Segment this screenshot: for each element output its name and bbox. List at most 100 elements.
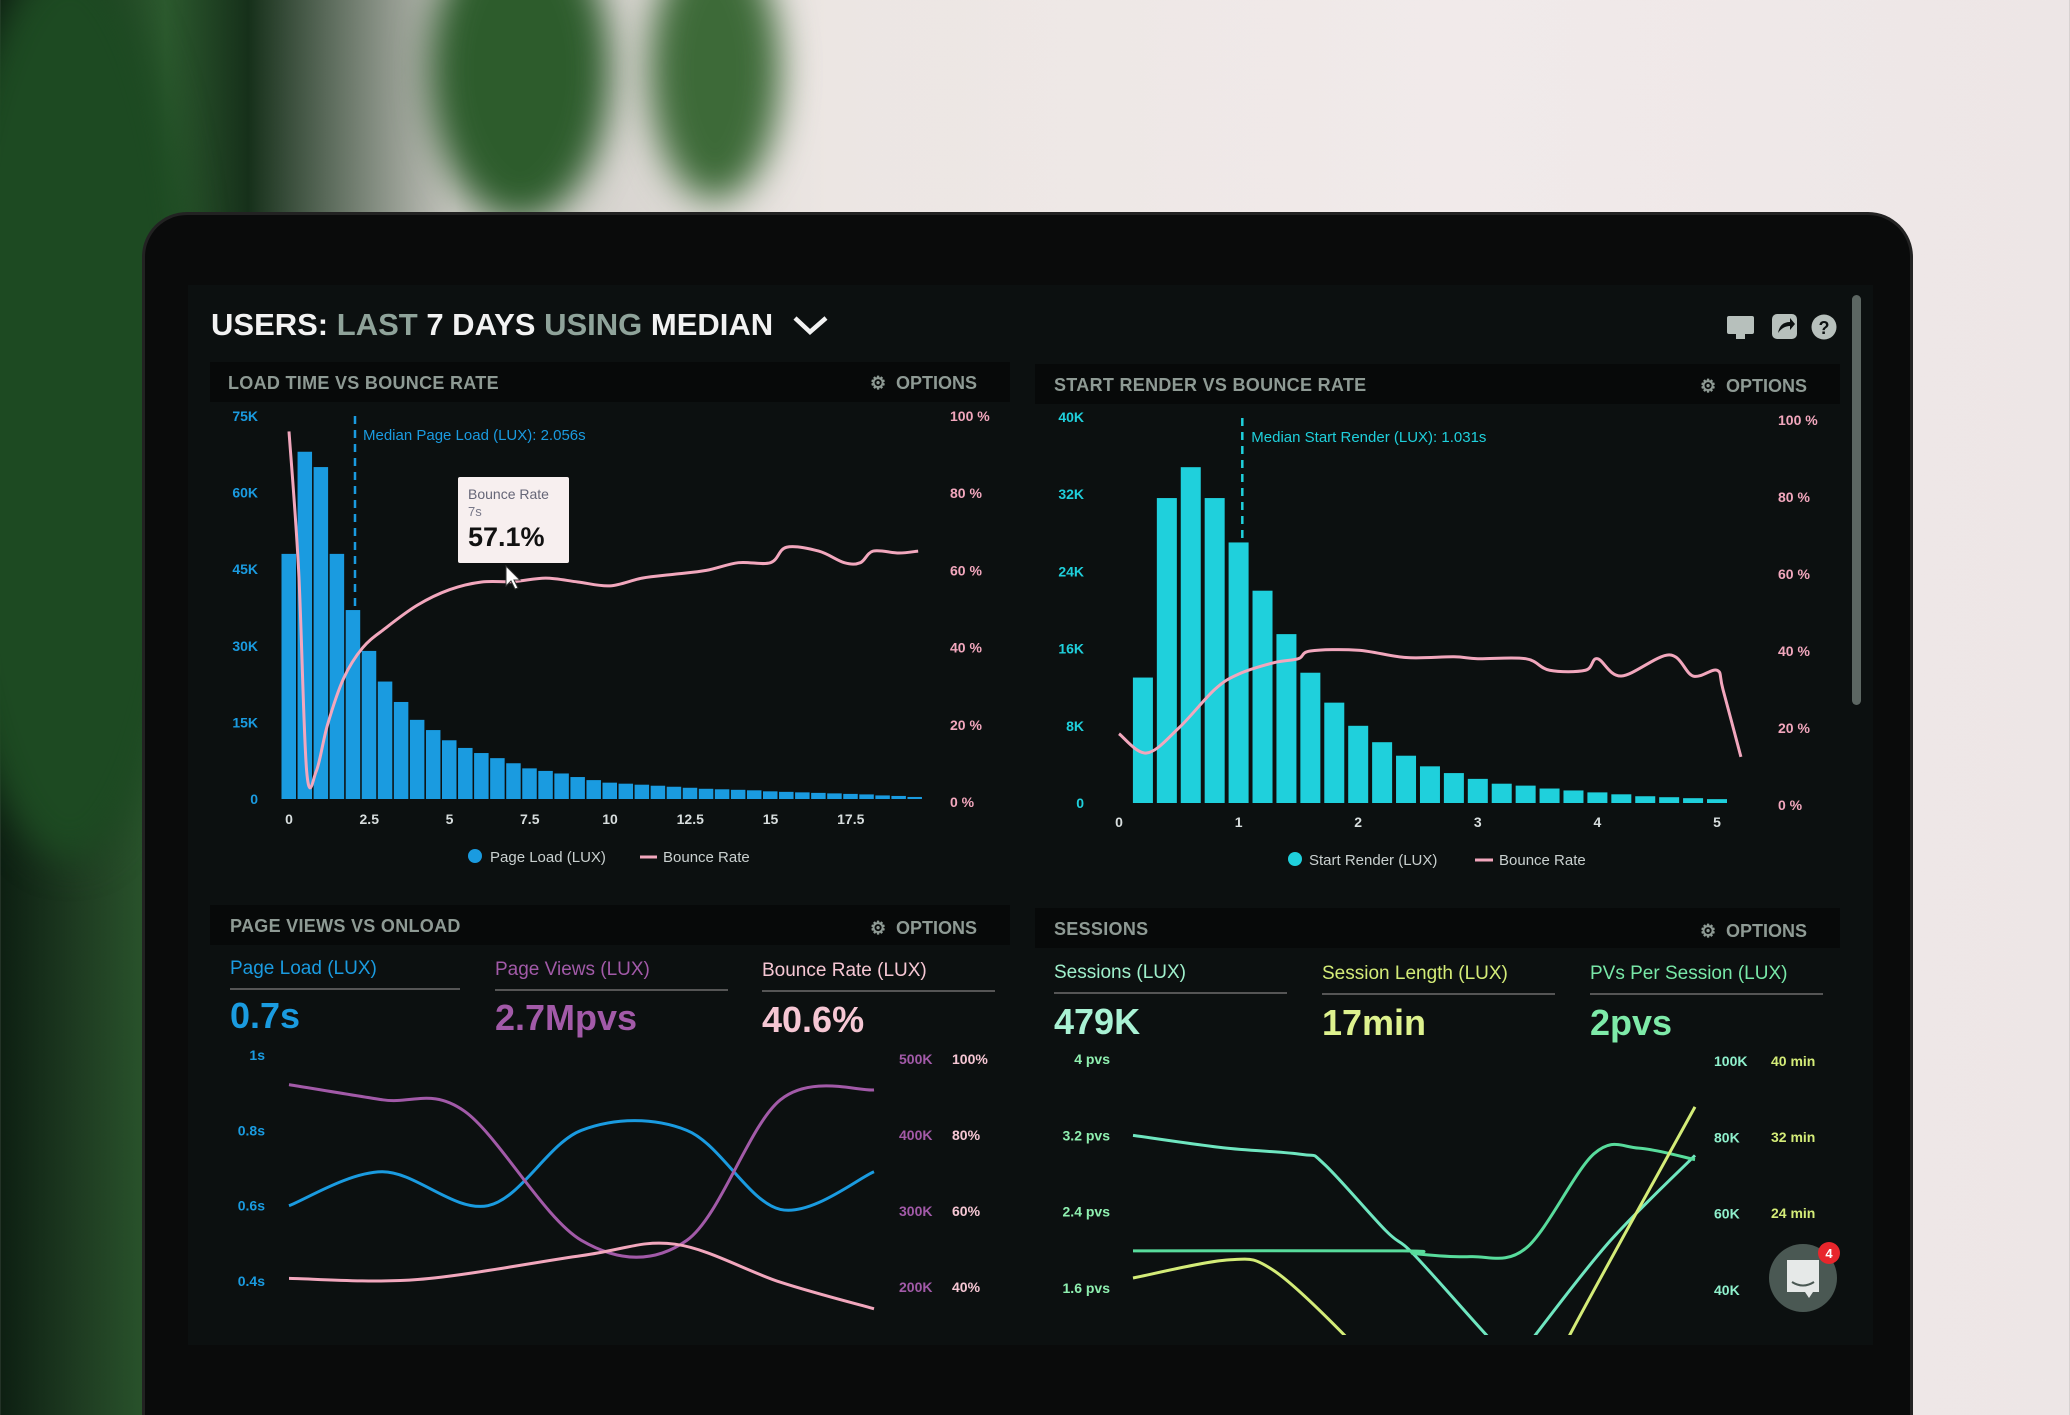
x-axis-tick-label: 0: [1115, 814, 1123, 830]
y2-axis-tick-label: 60 %: [950, 562, 982, 578]
stat-pvs-per-session: PVs Per Session (LUX) 2pvs: [1590, 963, 1823, 1043]
svg-text:Bounce Rate: Bounce Rate: [468, 486, 549, 502]
chat-widget-button[interactable]: 4: [1769, 1242, 1840, 1312]
series-line: [288, 1241, 875, 1311]
options-button[interactable]: ⚙ OPTIONS: [1700, 921, 1807, 941]
histogram-bar: [1419, 766, 1440, 803]
svg-text:2.7Mpvs: 2.7Mpvs: [495, 997, 637, 1038]
stat-sessions: Sessions (LUX) 479K: [1054, 962, 1287, 1042]
y2-axis-tick-label: 40 %: [950, 640, 982, 656]
help-icon[interactable]: ?: [1811, 314, 1837, 340]
histogram-bar: [811, 792, 826, 799]
y3-axis-tick-label: 32 min: [1771, 1129, 1815, 1145]
y-axis-tick-label: 0: [250, 791, 258, 807]
y3-axis-tick-label: 60%: [952, 1203, 981, 1219]
histogram-bar: [393, 701, 409, 799]
panel-header-sessions: SESSIONS ⚙ OPTIONS: [1035, 908, 1840, 948]
x-axis-tick-label: 5: [1713, 814, 1721, 830]
share-icon[interactable]: [1772, 314, 1797, 339]
y3-axis-tick-label: 24 min: [1771, 1205, 1815, 1221]
dashboard: USERS: LAST 7 DAYS USING MEDIAN ? LOAD T…: [210, 295, 1861, 1335]
gear-icon: ⚙: [870, 918, 886, 938]
options-button[interactable]: ⚙ OPTIONS: [1700, 376, 1807, 396]
histogram-bar: [875, 795, 890, 799]
y2-axis-tick-label: 80K: [1714, 1129, 1740, 1145]
histogram-bar: [1515, 785, 1536, 803]
y-axis-tick-label: 45K: [232, 561, 258, 577]
y2-axis-tick-label: 100K: [1714, 1053, 1747, 1069]
y2-axis-tick-label: 60K: [1714, 1206, 1740, 1222]
bounce-rate-line: [1118, 648, 1743, 758]
histogram-bar: [1491, 783, 1512, 803]
y2-axis-tick-label: 200K: [899, 1279, 932, 1295]
y2-axis-tick-label: 60 %: [1778, 566, 1810, 582]
scrollbar-thumb[interactable]: [1852, 295, 1861, 705]
svg-text:Bounce Rate (LUX): Bounce Rate (LUX): [762, 960, 927, 981]
bounce-rate-line: [287, 431, 919, 790]
histogram-bar: [1587, 792, 1608, 803]
y2-axis-tick-label: 100 %: [950, 408, 990, 424]
histogram-bar: [361, 650, 377, 799]
x-axis-tick-label: 0: [285, 811, 293, 827]
histogram-bar: [714, 789, 730, 799]
svg-text:START RENDER VS BOUNCE RATE: START RENDER VS BOUNCE RATE: [1054, 375, 1366, 395]
y-axis-tick-label: 1s: [249, 1047, 265, 1063]
y-axis-tick-label: 1.6 pvs: [1063, 1280, 1111, 1296]
histogram-bar: [1467, 778, 1488, 803]
svg-text:40.6%: 40.6%: [762, 999, 864, 1040]
y-axis-tick-label: 32K: [1058, 486, 1084, 502]
histogram-bar: [891, 795, 906, 799]
y-axis-tick-label: 0.6s: [238, 1198, 265, 1214]
histogram-bar: [1156, 498, 1177, 803]
y2-axis-tick-label: 20 %: [1778, 720, 1810, 736]
svg-text:Sessions (LUX): Sessions (LUX): [1054, 962, 1186, 983]
histogram-bar: [698, 788, 714, 799]
x-axis-tick-label: 2.5: [360, 811, 380, 827]
histogram-bar: [618, 783, 634, 799]
options-button[interactable]: ⚙ OPTIONS: [870, 918, 977, 938]
y2-axis-tick-label: 80 %: [950, 485, 982, 501]
histogram-bar: [602, 782, 617, 799]
y-axis-tick-label: 8K: [1066, 718, 1084, 734]
stat-bounce-rate: Bounce Rate (LUX) 40.6%: [762, 960, 995, 1040]
y2-axis-tick-label: 20 %: [950, 717, 982, 733]
histogram-bar: [730, 789, 746, 799]
histogram-bar: [1132, 677, 1153, 803]
histogram-bar: [490, 758, 505, 799]
y2-axis-tick-label: 100 %: [1778, 412, 1818, 428]
histogram-bar: [1396, 755, 1417, 803]
svg-text:OPTIONS: OPTIONS: [1726, 376, 1807, 396]
svg-text:17min: 17min: [1322, 1002, 1426, 1043]
sessions-lines: [1132, 1106, 1697, 1335]
x-axis-tick-label: 17.5: [837, 811, 864, 827]
svg-text:479K: 479K: [1054, 1001, 1140, 1042]
gear-icon: ⚙: [870, 373, 886, 393]
median-label: Median Page Load (LUX): 2.056s: [363, 427, 586, 444]
histogram-bar: [666, 786, 682, 799]
svg-text:Page Load (LUX): Page Load (LUX): [230, 958, 377, 979]
y-axis-tick-label: 4 pvs: [1074, 1051, 1110, 1067]
options-button[interactable]: ⚙ OPTIONS: [870, 373, 977, 393]
y-axis-tick-label: 60K: [232, 485, 258, 501]
y3-axis-tick-label: 40 min: [1771, 1053, 1815, 1069]
svg-text:2pvs: 2pvs: [1590, 1002, 1672, 1043]
svg-text:OPTIONS: OPTIONS: [896, 373, 977, 393]
legend-label: Bounce Rate: [663, 849, 750, 866]
chat-icon: [1787, 1260, 1819, 1298]
y3-axis-tick-label: 80%: [952, 1127, 981, 1143]
monitor-icon[interactable]: [1727, 316, 1754, 339]
y-axis-tick-label: 0.8s: [238, 1122, 265, 1138]
dashboard-title[interactable]: USERS: LAST 7 DAYS USING MEDIAN: [211, 307, 773, 342]
panel-header-load-time: LOAD TIME VS BOUNCE RATE ⚙ OPTIONS: [210, 362, 1010, 402]
histogram-bar: [409, 719, 425, 799]
svg-text:LOAD TIME VS BOUNCE RATE: LOAD TIME VS BOUNCE RATE: [228, 373, 499, 393]
histogram-bar: [474, 753, 489, 799]
svg-text:7s: 7s: [468, 504, 482, 519]
histogram-bar: [377, 681, 393, 799]
stat-session-length: Session Length (LUX) 17min: [1322, 963, 1555, 1043]
svg-text:0.7s: 0.7s: [230, 995, 300, 1036]
histogram-bar: [763, 791, 778, 799]
histogram-bar: [1611, 794, 1632, 803]
legend-marker: [468, 849, 482, 863]
chevron-down-icon[interactable]: [793, 316, 828, 336]
